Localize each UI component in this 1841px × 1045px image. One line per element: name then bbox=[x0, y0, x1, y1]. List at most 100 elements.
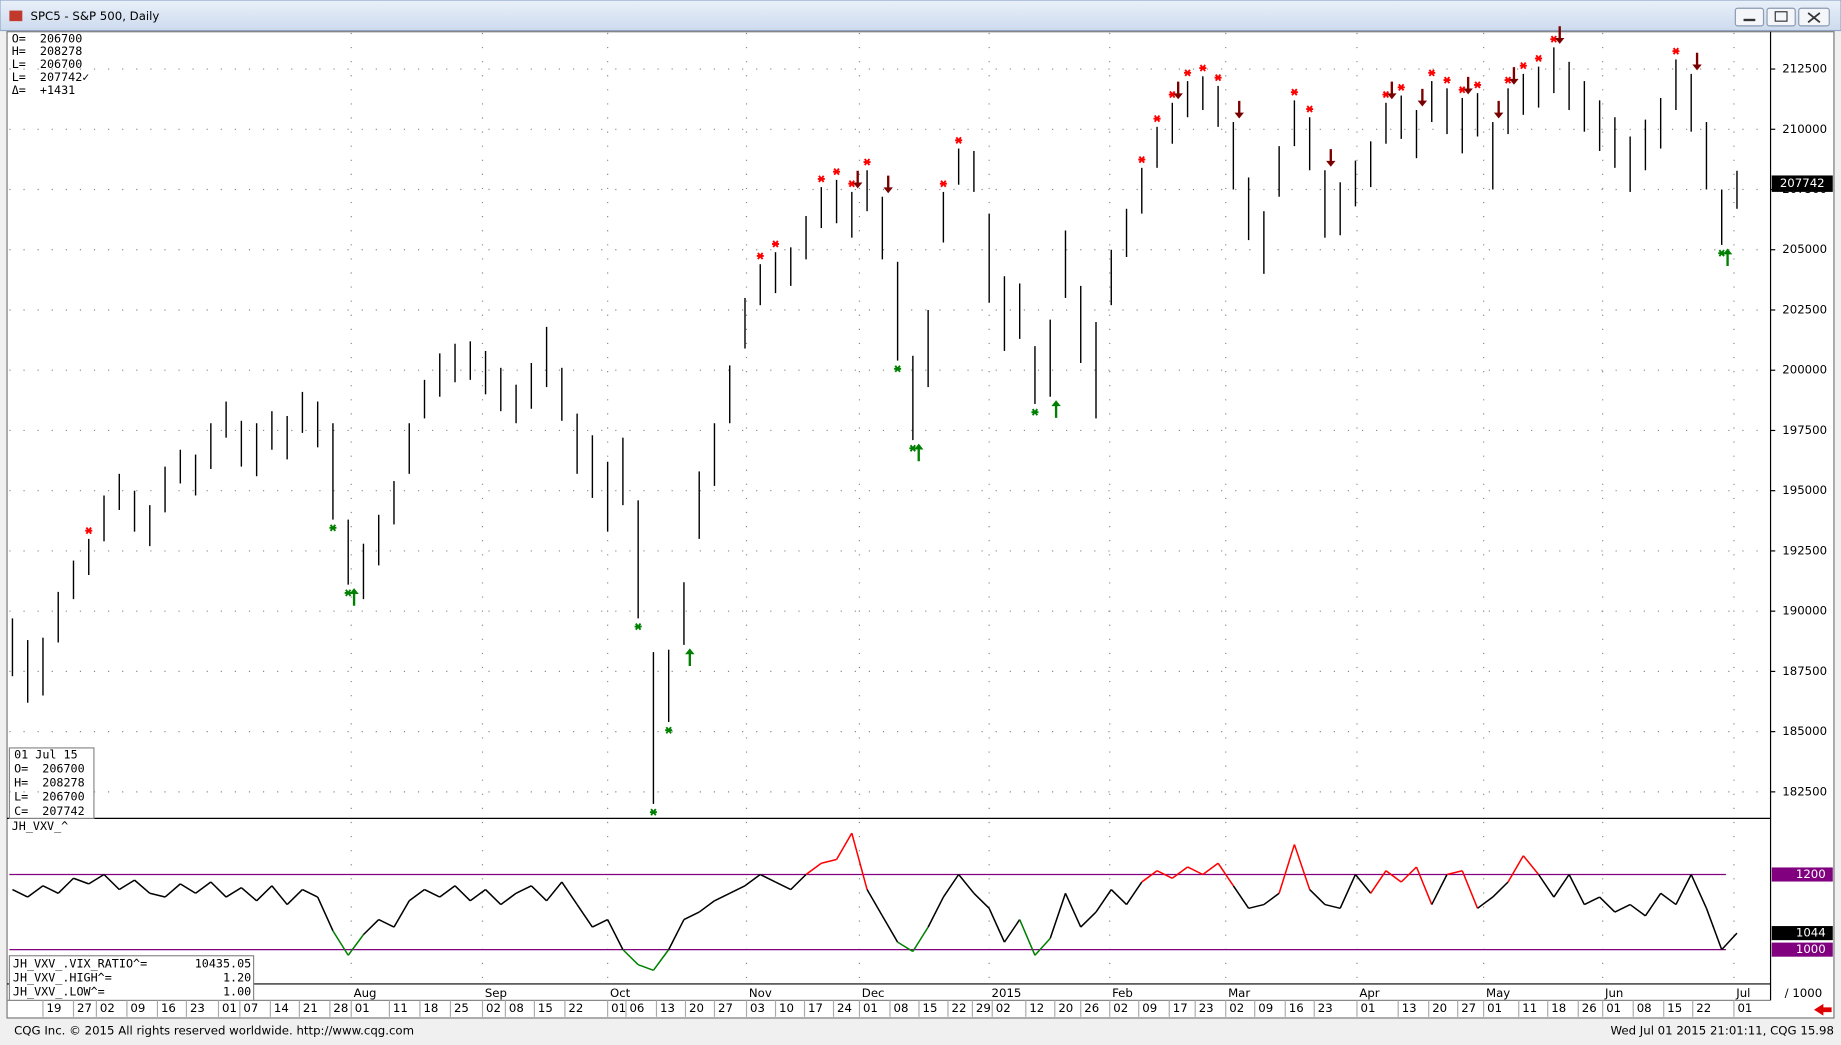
indicator-line bbox=[286, 888, 303, 906]
indicator-line bbox=[12, 888, 29, 898]
footer-right: Wed Jul 01 2015 21:01:11, CQG 15.98 bbox=[1610, 1023, 1833, 1037]
info-date: 01 Jul 15 bbox=[14, 747, 78, 761]
indicator-line bbox=[1507, 855, 1524, 883]
x-tick-label: 10 bbox=[779, 1001, 794, 1015]
indicator-line bbox=[1553, 874, 1570, 898]
indicator-line bbox=[637, 963, 654, 972]
indicator-line bbox=[515, 885, 532, 894]
signal-star bbox=[1672, 47, 1680, 55]
x-tick-label: 02 bbox=[1113, 1001, 1128, 1015]
x-tick-label: 13 bbox=[1402, 1001, 1417, 1015]
indicator-line bbox=[1644, 892, 1662, 917]
x-tick-label: 23 bbox=[1318, 1001, 1333, 1015]
last-price-label: 207742 bbox=[1780, 176, 1825, 190]
x-tick-label: 20 bbox=[1432, 1001, 1447, 1015]
indicator-line bbox=[271, 885, 288, 906]
y-tick-label: 185000 bbox=[1782, 724, 1827, 738]
scroll-arrow[interactable] bbox=[1813, 1003, 1832, 1016]
x-month-label: Jun bbox=[1604, 986, 1623, 1000]
indicator-line bbox=[1156, 870, 1173, 879]
indicator-line bbox=[134, 879, 151, 894]
x-tick-label: 02 bbox=[486, 1001, 501, 1015]
x-tick-label: 19 bbox=[46, 1001, 61, 1015]
info-value: 207742✓ bbox=[40, 70, 89, 84]
x-tick-label: 22 bbox=[1696, 1001, 1711, 1015]
x-tick-label: 08 bbox=[1637, 1001, 1652, 1015]
signal-arrow bbox=[914, 443, 924, 462]
signal-star bbox=[1138, 155, 1146, 164]
signal-arrow bbox=[1692, 52, 1702, 71]
price-divisor: / 1000 bbox=[1785, 986, 1823, 1000]
indicator-line bbox=[1492, 881, 1509, 898]
info-label: Δ= bbox=[12, 83, 26, 97]
app-icon bbox=[9, 10, 23, 22]
indicator-line bbox=[927, 896, 945, 928]
indicator-line bbox=[347, 934, 365, 956]
indicator-line bbox=[1309, 888, 1326, 906]
indicator-line bbox=[1599, 896, 1616, 913]
indicator-line bbox=[500, 892, 517, 906]
indicator-line bbox=[1675, 874, 1692, 905]
signal-arrow bbox=[1234, 100, 1244, 119]
x-tick-label: 09 bbox=[1142, 1001, 1157, 1015]
indicator-line bbox=[1049, 893, 1067, 939]
indicator-info-label: JH_VXV_.VIX_RATIO^= bbox=[13, 956, 147, 970]
x-tick-label: 01 bbox=[611, 1001, 626, 1015]
y-tick-label: 205000 bbox=[1782, 242, 1827, 256]
x-tick-label: 01 bbox=[1487, 1001, 1502, 1015]
indicator-line bbox=[149, 892, 166, 898]
window-controls[interactable] bbox=[1734, 7, 1830, 27]
indicator-line bbox=[866, 889, 884, 917]
signal-arrow bbox=[685, 648, 695, 667]
indicator-line bbox=[1263, 892, 1280, 906]
indicator-line bbox=[485, 888, 502, 906]
x-tick-label: 02 bbox=[1229, 1001, 1244, 1015]
indicator-line bbox=[316, 896, 334, 932]
x-tick-label: 27 bbox=[718, 1001, 733, 1015]
indicator-line bbox=[1125, 881, 1143, 905]
info-label: H= bbox=[12, 44, 26, 58]
indicator-line bbox=[1324, 903, 1341, 910]
indicator-line bbox=[1248, 903, 1265, 910]
indicator-line bbox=[118, 879, 135, 891]
signal-star bbox=[1306, 105, 1314, 113]
signal-star bbox=[1290, 88, 1298, 96]
x-tick-label: 18 bbox=[1551, 1001, 1566, 1015]
x-tick-label: 29 bbox=[976, 1001, 991, 1015]
x-month-label: Dec bbox=[862, 986, 885, 1000]
x-tick-label: 09 bbox=[1258, 1001, 1273, 1015]
x-tick-label: 11 bbox=[393, 1001, 408, 1015]
indicator-line bbox=[942, 874, 960, 898]
indicator-line bbox=[698, 900, 715, 913]
signal-arrow bbox=[1387, 81, 1397, 100]
info-value: 208278 bbox=[40, 44, 82, 58]
indicator-line bbox=[1064, 892, 1082, 928]
reference-badge bbox=[1771, 867, 1833, 882]
indicator-line bbox=[729, 885, 746, 894]
y-tick-label: 197500 bbox=[1782, 423, 1827, 437]
x-tick-label: 01 bbox=[222, 1001, 237, 1015]
signal-star bbox=[329, 524, 337, 532]
signal-arrow bbox=[1417, 88, 1428, 107]
x-month-label: Sep bbox=[485, 986, 507, 1000]
indicator-line bbox=[1110, 888, 1128, 906]
x-tick-label: 01 bbox=[1737, 1001, 1752, 1015]
indicator-line bbox=[897, 941, 914, 953]
info-box bbox=[8, 747, 95, 819]
x-tick-label: 01 bbox=[863, 1001, 878, 1015]
minimize-button[interactable] bbox=[1734, 7, 1765, 27]
indicator-line bbox=[164, 883, 181, 898]
x-tick-label: 13 bbox=[660, 1001, 675, 1015]
signal-star bbox=[85, 527, 93, 535]
indicator-line bbox=[652, 949, 670, 971]
indicator-line bbox=[1400, 866, 1418, 883]
indicator-line bbox=[1354, 874, 1372, 894]
indicator-line bbox=[210, 881, 227, 898]
x-tick-label: 17 bbox=[1173, 1001, 1188, 1015]
maximize-button[interactable] bbox=[1766, 7, 1796, 27]
indicator-line bbox=[1431, 874, 1448, 905]
indicator-line bbox=[1614, 903, 1631, 913]
x-tick-label: 14 bbox=[274, 1001, 289, 1015]
info-value: 206700 bbox=[40, 57, 82, 71]
x-month-label: 2015 bbox=[992, 986, 1022, 1000]
